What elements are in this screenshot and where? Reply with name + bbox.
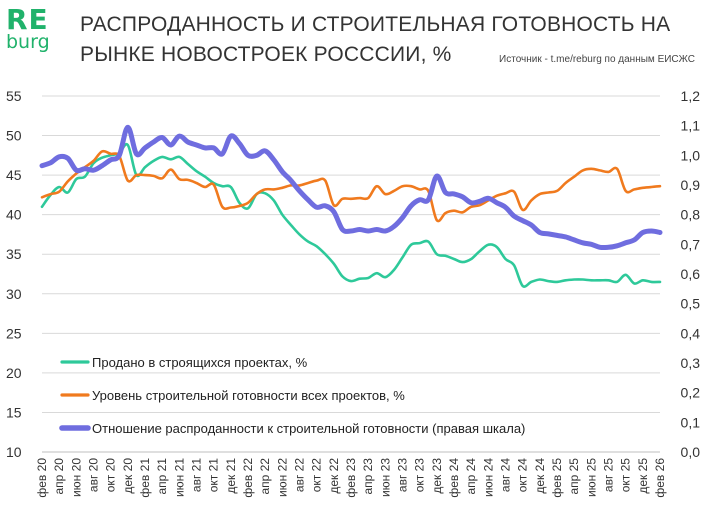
x-tick-label: июн 25: [584, 458, 598, 497]
y-right-tick-label: 1,0: [681, 147, 701, 163]
y-left-tick-label: 35: [6, 246, 22, 262]
y-left-tick-label: 10: [6, 444, 22, 460]
x-tick-label: июн 24: [481, 458, 495, 497]
x-tick-label: окт 22: [310, 458, 324, 493]
y-right-tick-label: 0,0: [681, 444, 701, 460]
y-right-tick-label: 0,3: [681, 355, 701, 371]
x-tick-label: дек 25: [636, 458, 650, 494]
x-tick-label: авг 20: [87, 458, 101, 492]
chart-source: Источник - t.me/reburg по данным ЕИСЖС: [499, 54, 695, 65]
y-right-tick-label: 1,1: [681, 118, 701, 134]
x-tick-label: апр 22: [258, 458, 272, 495]
y-right-tick-label: 0,2: [681, 385, 701, 401]
legend-sold-label: Продано в строящихся проектах, %: [92, 355, 308, 370]
x-tick-label: апр 20: [52, 458, 66, 495]
y-left-tick-label: 45: [6, 167, 22, 183]
logo-re-text: RE: [6, 3, 49, 36]
x-tick-label: окт 21: [207, 458, 221, 493]
chart-title: РАСПРОДАННОСТЬ И СТРОИТЕЛЬНАЯ ГОТОВНОСТЬ…: [80, 13, 671, 66]
x-tick-label: фев 24: [447, 458, 461, 498]
x-tick-label: июн 21: [172, 458, 186, 497]
readiness-series-line: [40, 149, 662, 223]
y-right-tick-label: 0,4: [681, 325, 701, 341]
x-tick-label: фев 26: [653, 458, 667, 498]
y-right-tick-label: 0,9: [681, 177, 701, 193]
sold-series-line: [40, 142, 662, 288]
x-tick-label: фев 22: [241, 458, 255, 498]
y-left-tick-label: 55: [6, 88, 22, 104]
y-right-tick-label: 0,5: [681, 296, 701, 312]
x-tick-label: дек 23: [430, 458, 444, 494]
y-right-tick-label: 1,2: [681, 88, 701, 104]
x-tick-label: апр 23: [361, 458, 375, 495]
x-tick-label: фев 21: [138, 458, 152, 498]
x-tick-label: апр 24: [464, 458, 478, 495]
x-tick-label: окт 25: [619, 458, 633, 493]
x-tick-label: дек 21: [224, 458, 238, 494]
logo-burg-text: burg: [6, 31, 50, 53]
y-left-tick-label: 20: [6, 365, 22, 381]
x-tick-label: фев 23: [344, 458, 358, 498]
ratio-series-line: [39, 124, 663, 251]
x-tick-label: июн 22: [275, 458, 289, 497]
x-tick-label: авг 24: [499, 458, 513, 492]
y-left-tick-label: 40: [6, 207, 22, 223]
x-tick-label: июн 20: [69, 458, 83, 497]
x-tick-label: фев 20: [35, 458, 49, 498]
x-tick-label: апр 21: [155, 458, 169, 495]
x-tick-label: авг 22: [293, 458, 307, 492]
x-tick-label: авг 21: [190, 458, 204, 492]
x-tick-label: дек 24: [533, 458, 547, 494]
reburg-logo: RE burg: [6, 3, 66, 53]
y-right-tick-label: 0,8: [681, 207, 701, 223]
x-tick-label: окт 20: [104, 458, 118, 493]
y-right-tick-label: 0,1: [681, 414, 701, 430]
x-tick-label: дек 22: [327, 458, 341, 494]
y-left-tick-label: 25: [6, 325, 22, 341]
x-tick-label: авг 23: [396, 458, 410, 492]
x-tick-label: окт 24: [516, 458, 530, 493]
x-tick-label: окт 23: [413, 458, 427, 493]
y-right-tick-label: 0,7: [681, 236, 701, 252]
y-right-tick-label: 0,6: [681, 266, 701, 282]
y-left-tick-label: 15: [6, 404, 22, 420]
x-tick-label: авг 25: [602, 458, 616, 492]
x-tick-label: дек 20: [121, 458, 135, 494]
y-left-tick-label: 50: [6, 128, 22, 144]
x-tick-label: фев 25: [550, 458, 564, 498]
y-left-tick-label: 30: [6, 286, 22, 302]
x-tick-label: апр 25: [567, 458, 581, 495]
x-tick-label: июн 23: [378, 458, 392, 497]
legend-ratio-label: Отношение распроданности к строительной …: [92, 421, 525, 436]
legend-readiness-label: Уровень строительной готовности всех про…: [92, 388, 405, 403]
